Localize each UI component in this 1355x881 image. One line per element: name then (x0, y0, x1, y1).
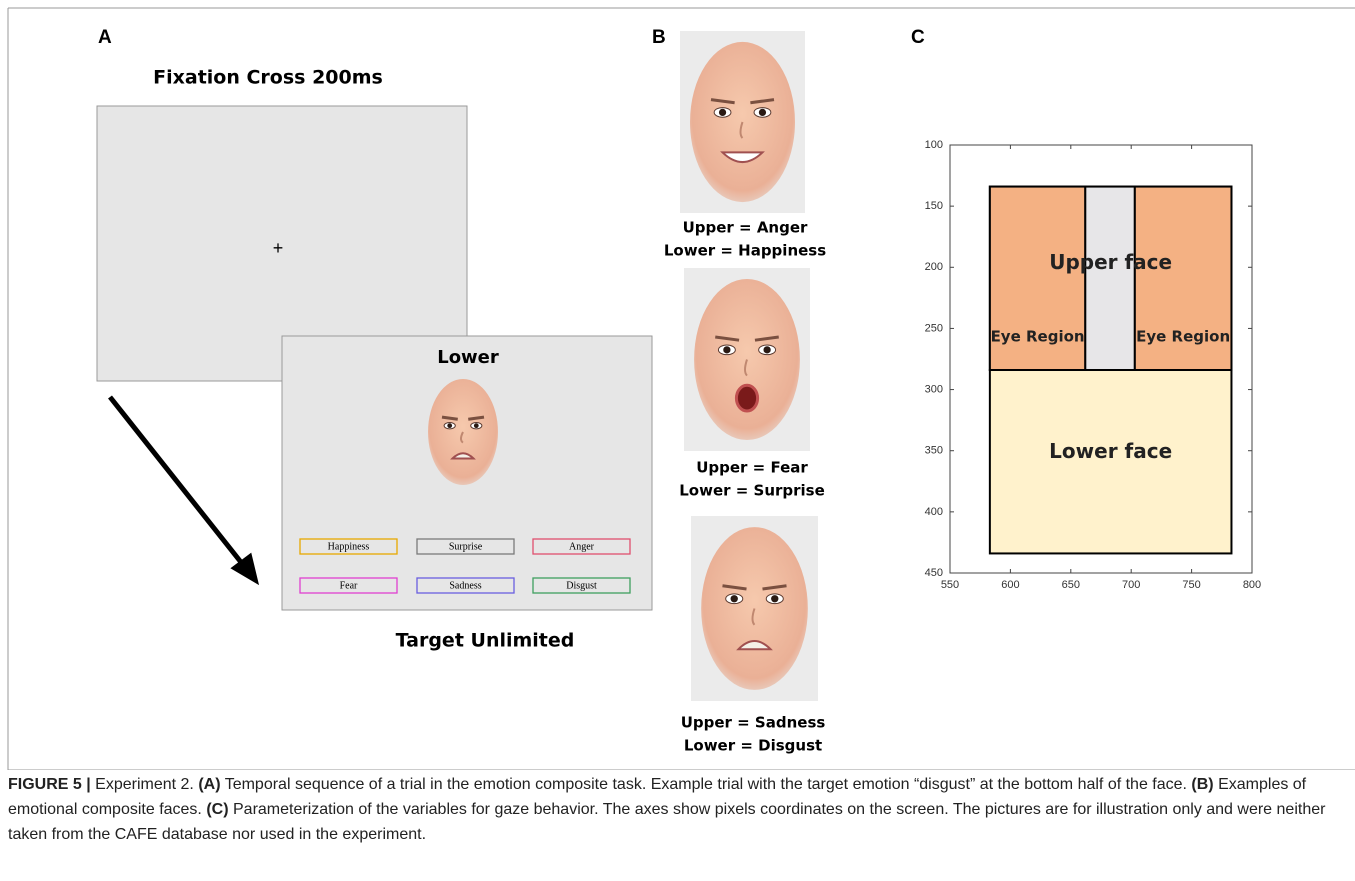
fixation-screen (96, 105, 468, 382)
face-upper-label: Upper = Sadness (681, 714, 826, 732)
panel-letter: C (911, 27, 925, 48)
face-lower-label: Lower = Disgust (684, 737, 822, 755)
face-upper-label: Upper = Anger (683, 219, 808, 237)
iris (473, 423, 479, 429)
brow (441, 415, 458, 421)
panel-letter: B (652, 27, 666, 48)
iris (763, 346, 771, 354)
region (1133, 185, 1233, 372)
caption-text: (B) (1191, 776, 1214, 793)
y-tick-label: 300 (925, 383, 943, 395)
frame (7, 7, 1355, 770)
region-label: Eye Region (991, 327, 1085, 345)
caption-text: Examples of emotional composite faces. (8, 776, 1307, 818)
fixation-title: Fixation Cross 200ms (153, 67, 383, 89)
x-tick-label: 750 (1182, 579, 1200, 591)
option-label: Sadness (449, 580, 481, 591)
face-lower-label: Lower = Happiness (664, 242, 826, 260)
nose (744, 359, 748, 377)
figure-canvas: A Fixation Cross 200ms + Lower Target Un… (7, 7, 1355, 770)
iris (718, 108, 727, 116)
option-box (532, 577, 631, 594)
iris (771, 595, 779, 603)
arrow-head (230, 552, 260, 586)
nose (751, 608, 756, 626)
option-box (416, 538, 515, 555)
panel-letter: A (98, 27, 112, 48)
brow (715, 335, 740, 342)
mouth (734, 383, 760, 413)
y-tick-label: 400 (925, 506, 943, 518)
caption-text: Temporal sequence of a trial in the emot… (220, 776, 1192, 793)
y-tick-label: 200 (925, 261, 943, 273)
face-upper-label: Upper = Fear (696, 459, 808, 477)
x-tick-label: 700 (1122, 579, 1140, 591)
brow (750, 98, 775, 105)
x-tick-label: 650 (1062, 579, 1080, 591)
region-label: Lower face (1049, 439, 1172, 463)
caption: FIGURE 5 | Experiment 2. (A) Temporal se… (8, 772, 1348, 847)
region (1084, 185, 1136, 372)
caption-text: (A) (198, 776, 221, 793)
region (988, 185, 1087, 372)
target-title: Target Unlimited (396, 630, 575, 652)
face-lower-label: Lower = Surprise (679, 482, 825, 500)
nose (460, 431, 464, 444)
option-label: Surprise (449, 541, 483, 552)
target-prompt: Lower (437, 347, 499, 368)
x-tick-label: 550 (941, 579, 959, 591)
option-box (416, 577, 515, 594)
y-tick-label: 150 (925, 200, 943, 212)
iris (758, 108, 767, 116)
iris (447, 423, 453, 429)
option-box (299, 538, 398, 555)
brow (762, 584, 787, 591)
caption-text: Experiment 2. (90, 776, 199, 793)
option-box (299, 577, 398, 594)
caption-text: FIGURE 5 | (8, 776, 91, 793)
option-label: Disgust (566, 580, 597, 591)
y-tick-label: 350 (925, 445, 943, 457)
region (988, 369, 1233, 555)
brow (754, 335, 779, 342)
mouth (720, 151, 765, 164)
brow (468, 415, 485, 421)
y-tick-label: 100 (925, 139, 943, 151)
caption-text: Parameterization of the variables for ga… (8, 801, 1326, 843)
iris (723, 346, 731, 354)
y-tick-label: 450 (925, 567, 943, 579)
caption-text: (C) (206, 801, 229, 818)
iris (730, 595, 738, 603)
option-label: Anger (569, 541, 595, 552)
option-box (532, 538, 631, 555)
x-tick-label: 800 (1243, 579, 1261, 591)
option-label: Happiness (328, 541, 370, 552)
mouth (736, 640, 773, 651)
x-tick-label: 600 (1001, 579, 1019, 591)
fixation-cross: + (273, 238, 284, 258)
y-tick-label: 250 (925, 322, 943, 334)
nose (739, 121, 744, 139)
mouth (450, 452, 476, 460)
region-label: Upper face (1049, 250, 1172, 274)
option-label: Fear (340, 580, 358, 591)
brow (722, 584, 747, 591)
arrow-shaft (108, 395, 246, 568)
region-label: Eye Region (1136, 327, 1230, 345)
brow (710, 98, 735, 105)
